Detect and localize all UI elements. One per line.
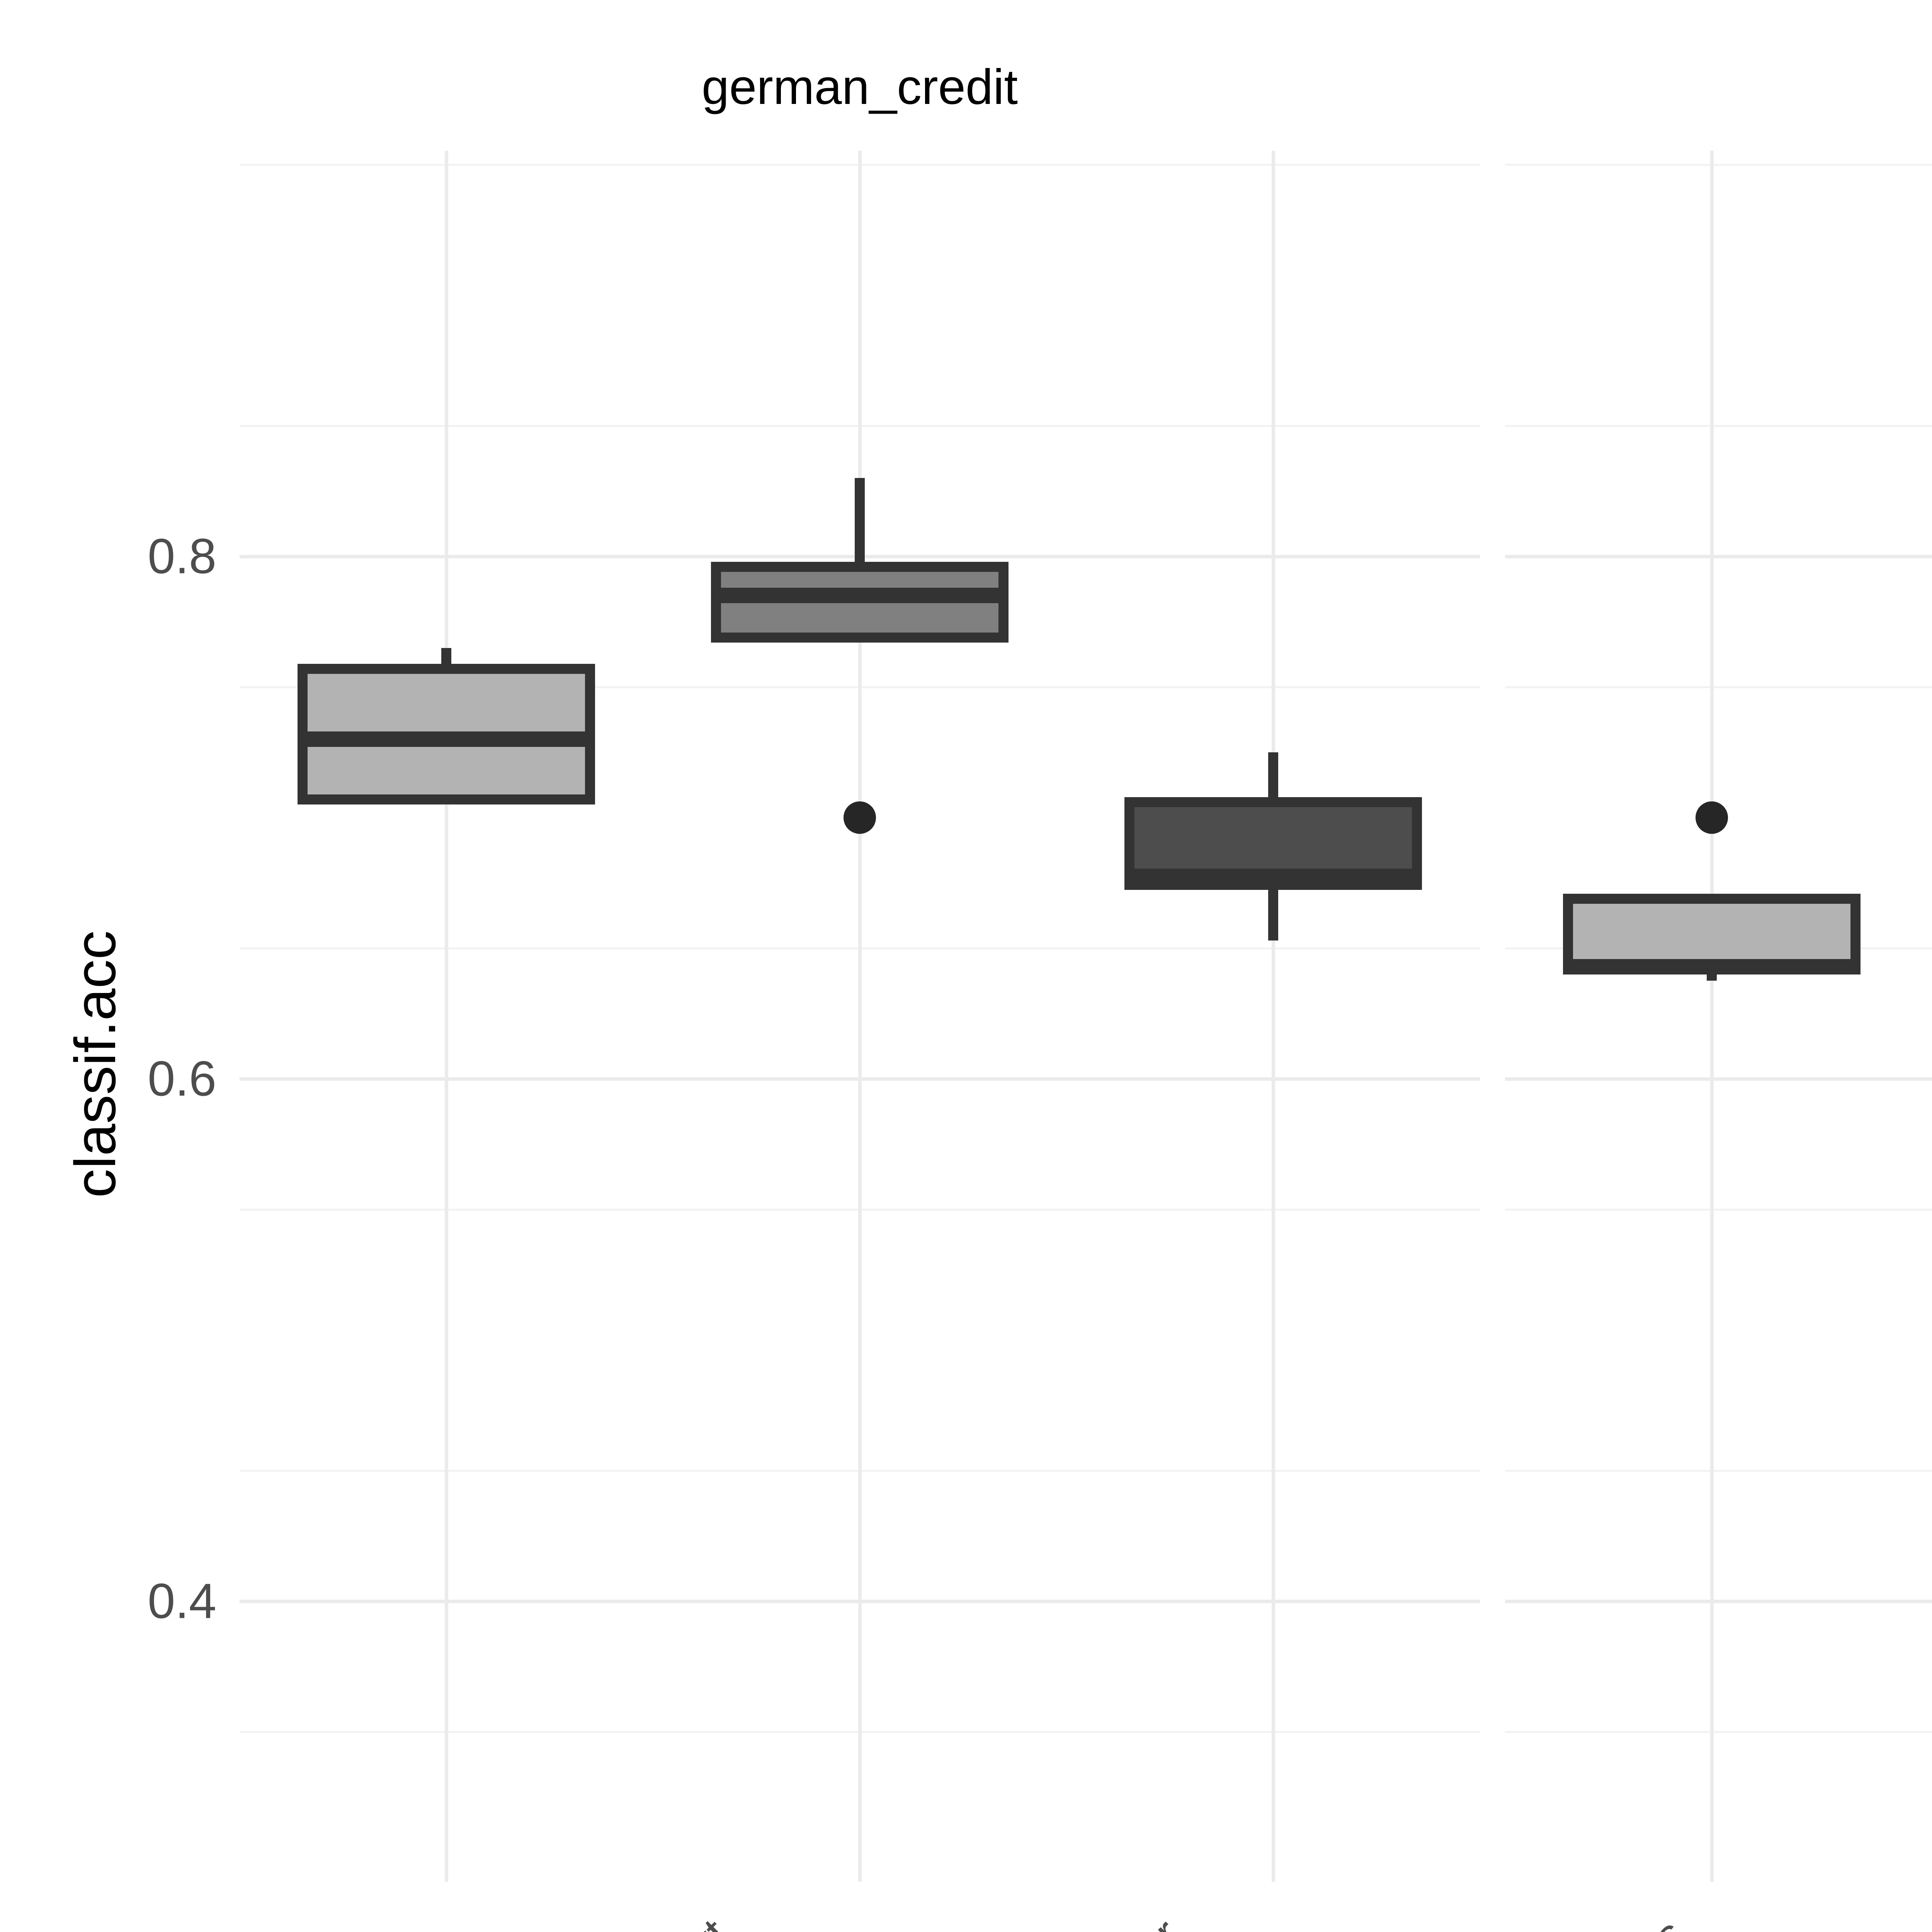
- gridline-minor: [1505, 1209, 1932, 1211]
- boxplot-box: [1124, 797, 1422, 879]
- gridline-major: [1505, 1077, 1932, 1081]
- gridline-minor: [1505, 686, 1932, 688]
- facet-strip-sonar: sonar: [1505, 46, 1932, 128]
- x-tick-label: classif.rpart: [538, 1909, 740, 1932]
- gridline-major: [1505, 1600, 1932, 1603]
- y-tick-label: 0.8: [148, 529, 216, 584]
- gridline-vertical: [1710, 151, 1714, 1882]
- gridline-minor: [1505, 164, 1932, 166]
- whisker-upper: [855, 478, 865, 567]
- x-tick-label: classif.featureless: [1403, 1909, 1696, 1932]
- panel-plot-area: [1505, 151, 1932, 1882]
- gridline-minor: [1505, 425, 1932, 427]
- outlier-point: [844, 801, 876, 834]
- whisker-upper: [1268, 752, 1278, 803]
- facet-strip-label: german_credit: [701, 59, 1018, 115]
- x-tick-label: classif.rpart: [1803, 1909, 1932, 1932]
- panel-plot-area: [240, 151, 1480, 1882]
- boxplot-median: [1124, 874, 1422, 890]
- boxplot-median: [1563, 959, 1861, 975]
- y-tick-label: 0.6: [148, 1051, 216, 1107]
- y-axis-title: classif.acc: [63, 930, 128, 1198]
- facet-strip-german-credit: german_credit: [240, 46, 1480, 128]
- x-tick-label: classif.ranger: [963, 1909, 1191, 1932]
- outlier-point: [1696, 801, 1728, 834]
- boxplot-median: [298, 731, 595, 747]
- panel-german-credit: [240, 151, 1480, 1882]
- panel-sonar: [1505, 151, 1932, 1882]
- gridline-minor: [1505, 1470, 1932, 1472]
- y-tick-label: 0.4: [148, 1573, 216, 1629]
- gridline-minor: [1505, 1731, 1932, 1733]
- boxplot-median: [711, 588, 1009, 604]
- gridline-vertical: [1272, 151, 1275, 1882]
- gridline-vertical: [858, 151, 862, 1882]
- boxplot-box: [1563, 893, 1861, 972]
- gridline-vertical: [445, 151, 448, 1882]
- gridline-major: [1505, 555, 1932, 558]
